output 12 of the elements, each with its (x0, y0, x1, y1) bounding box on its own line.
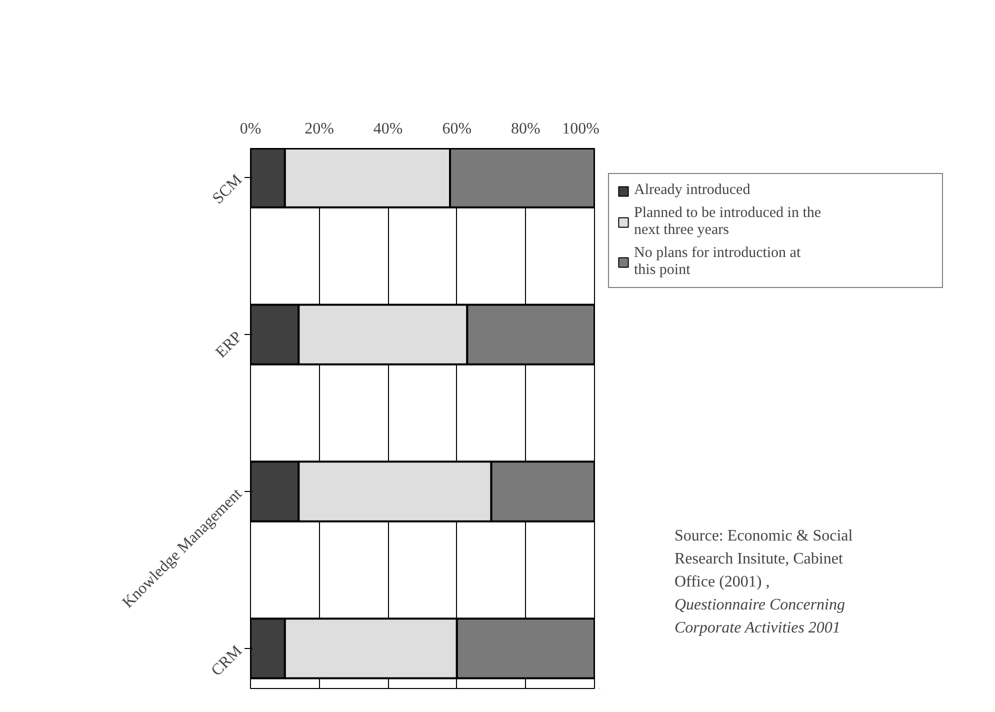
legend-label: Already introduced (634, 182, 752, 199)
x-tick-label: 40% (373, 120, 403, 138)
source-note: Source: Economic & Social Research Insitute, Cabinet Office (2001) , (674, 528, 854, 590)
x-tick-label: 80% (511, 120, 540, 138)
legend-label: No plans for introduction at this point (634, 245, 802, 279)
x-tick-label: 60% (442, 120, 472, 138)
y-tick-label: ERP (212, 328, 246, 362)
x-tick-label: 20% (304, 120, 334, 138)
x-tick-label: 0% (240, 120, 262, 138)
legend-label: Planned to be introduced in the next three years (634, 205, 822, 239)
text: Questionnaire Concerning Corporate Activities 2001 (674, 596, 845, 636)
x-tick-label: 100% (562, 120, 600, 138)
